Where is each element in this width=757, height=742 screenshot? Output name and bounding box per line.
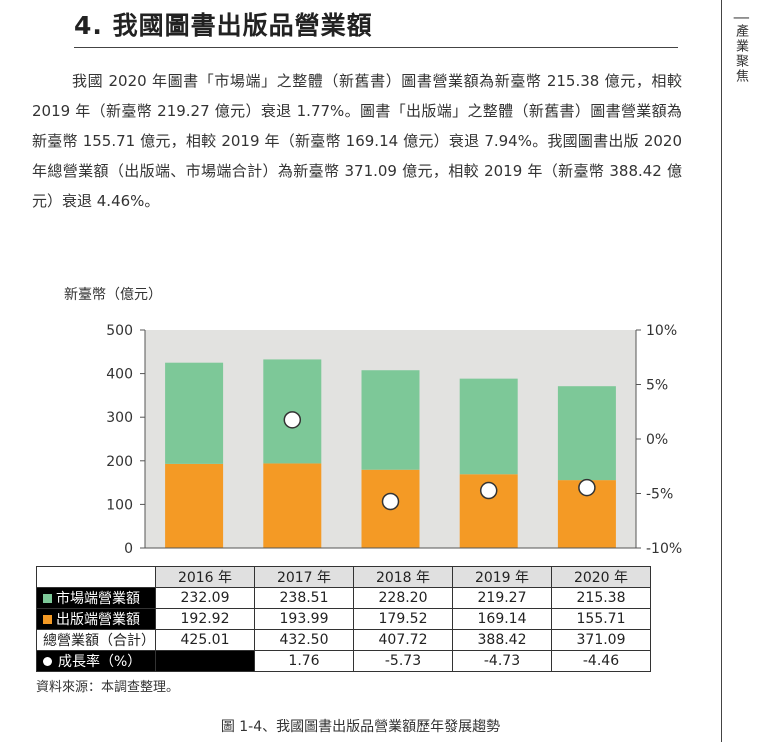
table-cell: -4.73 <box>452 650 552 672</box>
bar-publisher <box>165 463 224 548</box>
table-cell: 192.92 <box>155 608 255 630</box>
table-cell: 425.01 <box>155 629 255 651</box>
y2-tick-label: 10% <box>646 323 677 339</box>
row-label-total: 總營業額（合計） <box>36 629 156 651</box>
y-tick-label: 0 <box>124 541 133 557</box>
table-header-2016: 2016 年 <box>155 566 255 588</box>
table-cell: 371.09 <box>551 629 651 651</box>
side-section-label: │產業聚焦 <box>733 14 748 84</box>
body-paragraph: 我國 2020 年圖書「市場端」之整體（新舊書）圖書營業額為新臺幣 215.38… <box>32 72 682 210</box>
table-cell: 179.52 <box>353 608 453 630</box>
table-cell: -5.73 <box>353 650 453 672</box>
growth-point <box>578 478 596 497</box>
y-tick-label: 500 <box>106 323 133 339</box>
table-cell: 238.51 <box>254 587 354 609</box>
row-label-market: 市場端營業額 <box>36 587 156 609</box>
publisher-swatch-icon <box>43 615 52 624</box>
figure-caption: 圖 1-4、我國圖書出版品營業額歷年發展趨勢 <box>220 719 501 735</box>
row-label-text: 市場端營業額 <box>56 591 140 607</box>
table-cell: 155.71 <box>551 608 651 630</box>
growth-point <box>381 492 400 511</box>
table-header-2019: 2019 年 <box>452 566 552 588</box>
table-cell: 407.72 <box>353 629 453 651</box>
row-label-publisher: 出版端營業額 <box>36 608 156 630</box>
y-axis-unit-label: 新臺幣（億元） <box>64 287 162 303</box>
y-tick-label: 100 <box>106 497 133 513</box>
y2-tick-label: 5% <box>646 378 668 394</box>
table-cell: -4.46 <box>551 650 651 672</box>
side-rule <box>721 0 722 742</box>
chart-area: 0 100 200 300 400 500 -10% -5% 0% 5% 10% <box>106 323 682 557</box>
table-cell: 1.76 <box>254 650 354 672</box>
table-header-2020: 2020 年 <box>551 566 651 588</box>
bar-publisher <box>263 463 322 548</box>
table-cell: 232.09 <box>155 587 255 609</box>
bar-market <box>361 370 420 470</box>
row-label-text: 成長率（%） <box>58 654 142 670</box>
y-tick-label: 300 <box>106 410 133 426</box>
table-cell: 228.20 <box>353 587 453 609</box>
table-row: 出版端營業額 192.92 193.99 179.52 169.14 155.7… <box>36 608 651 630</box>
table-cell: 432.50 <box>254 629 354 651</box>
table-cell: 193.99 <box>254 608 354 630</box>
y2-tick-label: -5% <box>646 487 673 503</box>
table-row: 成長率（%） 1.76 -5.73 -4.73 -4.46 <box>36 650 651 672</box>
table-header-2018: 2018 年 <box>353 566 453 588</box>
table-row: 總營業額（合計） 425.01 432.50 407.72 388.42 371… <box>36 629 651 651</box>
y-tick-label: 400 <box>106 367 133 383</box>
y-tick-label: 200 <box>106 454 133 470</box>
y2-tick-label: -10% <box>646 541 682 557</box>
table-corner-cell <box>36 566 156 588</box>
table-cell: 219.27 <box>452 587 552 609</box>
table-cell: 169.14 <box>452 608 552 630</box>
table-cell <box>155 650 255 672</box>
growth-point <box>283 411 302 429</box>
table-cell: 388.42 <box>452 629 552 651</box>
bar-market <box>165 362 224 464</box>
table-header-2017: 2017 年 <box>254 566 354 588</box>
source-note: 資料來源：本調查整理。 <box>36 680 180 695</box>
data-table: 2016 年 2017 年 2018 年 2019 年 2020 年 市場端營業… <box>36 566 651 672</box>
table-row: 市場端營業額 232.09 238.51 228.20 219.27 215.3… <box>36 587 651 609</box>
heading-rule <box>74 47 678 48</box>
market-swatch-icon <box>43 594 52 603</box>
table-header-row: 2016 年 2017 年 2018 年 2019 年 2020 年 <box>36 566 651 588</box>
growth-point <box>479 481 498 500</box>
section-heading: 4. 我國圖書出版品營業額 <box>74 11 373 40</box>
row-label-text: 出版端營業額 <box>56 612 140 628</box>
bar-market <box>557 386 616 481</box>
bar-market <box>459 378 518 475</box>
growth-dot-icon <box>43 657 52 666</box>
table-cell: 215.38 <box>551 587 651 609</box>
y2-tick-label: 0% <box>646 432 668 448</box>
row-label-growth: 成長率（%） <box>36 650 156 672</box>
